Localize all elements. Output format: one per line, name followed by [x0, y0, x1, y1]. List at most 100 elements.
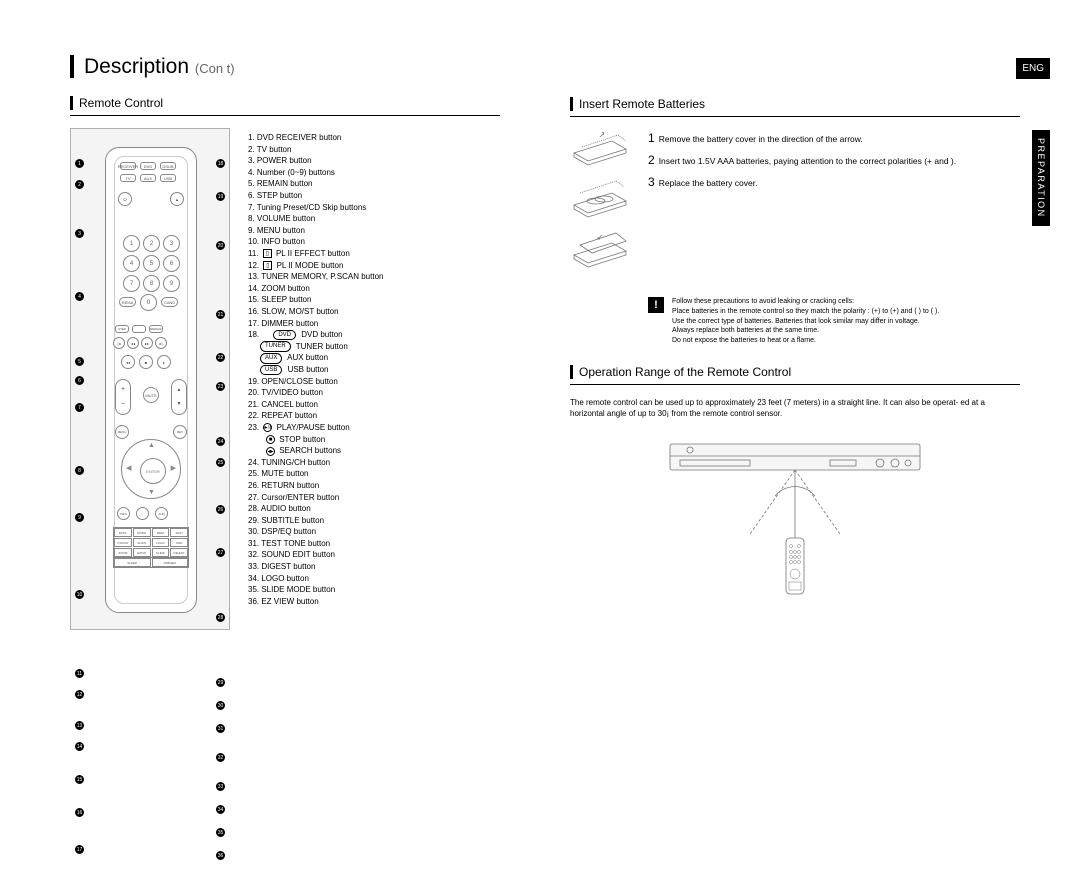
button-list-item: 4. Number (0~9) buttons — [248, 167, 383, 179]
button-list-item: 25. MUTE button — [248, 468, 383, 480]
caution-line: Use the correct type of batteries. Batte… — [672, 317, 939, 326]
button-list-item: 24. TUNING/CH button — [248, 457, 383, 469]
button-list-item: ■ STOP button — [248, 434, 383, 446]
remote-control-heading: Remote Control — [70, 96, 500, 110]
button-list-item: 11. ▯ PL II EFFECT button — [248, 248, 383, 260]
button-list-item: 27. Cursor/ENTER button — [248, 492, 383, 504]
button-list-item: 7. Tuning Preset/CD Skip buttons — [248, 202, 383, 214]
callout-number: 6 — [75, 376, 84, 385]
callout-number: 1 — [75, 159, 84, 168]
left-content: RECEIVER DVD DSUB TV AUX USB ⏻ ▲ — [70, 128, 500, 630]
callout-number: 14 — [75, 742, 84, 751]
callout-number: 33 — [216, 782, 225, 791]
divider — [570, 384, 1020, 385]
callout-number: 2 — [75, 180, 84, 189]
button-list-item: ◂▸ SEARCH buttons — [248, 445, 383, 457]
callout-number: 11 — [75, 669, 84, 678]
callout-number: 35 — [216, 828, 225, 837]
callout-number: 29 — [216, 678, 225, 687]
callout-number: 32 — [216, 753, 225, 762]
button-list-item: 31. TEST TONE button — [248, 538, 383, 550]
caution-icon: ! — [648, 297, 664, 313]
title-cont: (Con t) — [195, 61, 235, 76]
button-list-item: 35. SLIDE MODE button — [248, 584, 383, 596]
battery-step: 3Replace the battery cover. — [648, 173, 956, 191]
button-list-item: 21. CANCEL button — [248, 399, 383, 411]
callout-number: 17 — [75, 845, 84, 854]
button-list-item: 36. EZ VIEW button — [248, 596, 383, 608]
page-left: Description (Con t) Remote Control RECEI… — [0, 0, 540, 763]
button-list-item: 12. ▯ PL II MODE button — [248, 260, 383, 272]
caution-line: Do not expose the batteries to heat or a… — [672, 336, 939, 345]
battery-steps: 1Remove the battery cover in the directi… — [648, 129, 956, 279]
button-list-item: 9. MENU button — [248, 225, 383, 237]
button-list-item: 30. DSP/EQ button — [248, 526, 383, 538]
caution-line: Always replace both batteries at the sam… — [672, 326, 939, 335]
callout-number: 25 — [216, 458, 225, 467]
divider — [570, 116, 1020, 117]
remote-diagram: RECEIVER DVD DSUB TV AUX USB ⏻ ▲ — [70, 128, 230, 630]
callout-number: 15 — [75, 775, 84, 784]
button-list-item: 15. SLEEP button — [248, 294, 383, 306]
battery-step3-image — [570, 229, 630, 271]
button-list-item: 3. POWER button — [248, 155, 383, 167]
preparation-tab: PREPARATION — [1032, 130, 1050, 226]
button-list-item: 26. RETURN button — [248, 480, 383, 492]
callout-number: 7 — [75, 403, 84, 412]
callout-column-right: 18192021222324252627282930313233343536 — [216, 159, 225, 870]
callout-number: 24 — [216, 437, 225, 446]
button-list-item: 6. STEP button — [248, 190, 383, 202]
insert-batteries-heading: Insert Remote Batteries — [570, 97, 1020, 111]
page-title: Description (Con t) — [70, 55, 500, 78]
callout-number: 34 — [216, 805, 225, 814]
button-list-item: 32. SOUND EDIT button — [248, 549, 383, 561]
callout-number: 16 — [75, 808, 84, 817]
caution-line: Place batteries in the remote control so… — [672, 307, 939, 316]
callout-number: 4 — [75, 292, 84, 301]
button-list-item: 29. SUBTITLE button — [248, 515, 383, 527]
callout-number: 18 — [216, 159, 225, 168]
button-list-item: 18. DVD DVD button — [248, 329, 383, 341]
button-list-item: AUX AUX button — [248, 352, 383, 364]
remote-dpad: ▲ ▼ ◀ ▶ — [121, 439, 181, 499]
page-right: ENG PREPARATION Insert Remote Batteries — [540, 0, 1080, 763]
callout-number: 20 — [216, 241, 225, 250]
caution-text: Follow these precautions to avoid leakin… — [672, 297, 939, 345]
callout-number: 8 — [75, 466, 84, 475]
callout-column-left: 1234567891011121314151617 — [75, 159, 84, 864]
battery-block: 1Remove the battery cover in the directi… — [570, 129, 1020, 279]
callout-number: 26 — [216, 505, 225, 514]
button-list-item: 33. DIGEST button — [248, 561, 383, 573]
callout-number: 36 — [216, 851, 225, 860]
title-text: Description — [84, 55, 189, 78]
button-list-item: 14. ZOOM button — [248, 283, 383, 295]
callout-number: 27 — [216, 548, 225, 557]
battery-step: 2Insert two 1.5V AAA batteries, paying a… — [648, 151, 956, 169]
caution-block: ! Follow these precautions to avoid leak… — [648, 297, 1020, 345]
callout-number: 30 — [216, 701, 225, 710]
button-list-item: USB USB button — [248, 364, 383, 376]
callout-number: 9 — [75, 513, 84, 522]
eng-badge: ENG — [1016, 58, 1050, 79]
button-list-item: 13. TUNER MEMORY, P.SCAN button — [248, 271, 383, 283]
divider — [70, 115, 500, 116]
battery-step: 1Remove the battery cover in the directi… — [648, 129, 956, 147]
button-list-item: 22. REPEAT button — [248, 410, 383, 422]
battery-images — [570, 129, 630, 279]
callout-number: 22 — [216, 353, 225, 362]
button-list-item: 20. TV/VIDEO button — [248, 387, 383, 399]
callout-number: 10 — [75, 590, 84, 599]
callout-number: 19 — [216, 192, 225, 201]
button-list-item: 8. VOLUME button — [248, 213, 383, 225]
button-list-item: TUNER TUNER button — [248, 341, 383, 353]
button-list-item: 19. OPEN/CLOSE button — [248, 376, 383, 388]
button-list-item: 16. SLOW, MO/ST button — [248, 306, 383, 318]
button-list-item: 1. DVD RECEIVER button — [248, 132, 383, 144]
button-list-item: 5. REMAIN button — [248, 178, 383, 190]
caution-title: Follow these precautions to avoid leakin… — [672, 297, 939, 306]
operation-range-text: The remote control can be used up to app… — [570, 397, 1020, 419]
battery-step2-image — [570, 179, 630, 221]
callout-number: 5 — [75, 357, 84, 366]
button-list-item: 2. TV button — [248, 144, 383, 156]
callout-number: 21 — [216, 310, 225, 319]
